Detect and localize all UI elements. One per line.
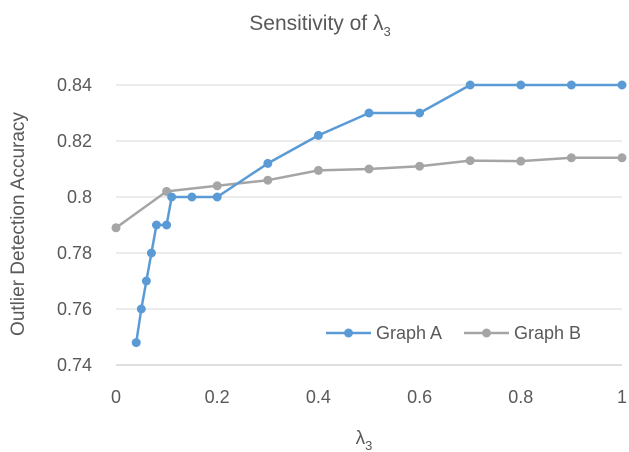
x-tick-label: 0.2 bbox=[205, 387, 230, 407]
x-axis-label: λ3 bbox=[356, 428, 373, 452]
x-tick-label: 0 bbox=[111, 387, 121, 407]
data-point-graph-a bbox=[141, 276, 151, 286]
data-point-graph-b bbox=[263, 175, 273, 185]
legend-swatch-marker bbox=[344, 328, 353, 338]
legend: Graph A Graph B bbox=[326, 323, 581, 343]
legend-label: Graph A bbox=[376, 323, 442, 343]
series-graph-b bbox=[111, 153, 627, 233]
y-axis-label: Outlier Detection Accuracy bbox=[8, 112, 29, 336]
legend-swatch-marker bbox=[482, 328, 491, 338]
x-tick-label: 0.6 bbox=[407, 387, 432, 407]
data-point-graph-a bbox=[167, 192, 177, 202]
series-graph-a bbox=[131, 80, 627, 348]
series-line-graph-a bbox=[135, 83, 622, 343]
series-group bbox=[111, 80, 627, 348]
x-tick-label: 0.4 bbox=[306, 387, 331, 407]
data-point-graph-b bbox=[465, 156, 475, 166]
x-tick-label: 1 bbox=[617, 387, 627, 407]
data-point-graph-b bbox=[617, 153, 627, 163]
data-point-graph-b bbox=[516, 156, 526, 166]
legend-label: Graph B bbox=[514, 323, 581, 343]
data-point-graph-a bbox=[313, 130, 323, 140]
data-point-graph-b bbox=[212, 181, 222, 191]
chart-title-text: Sensitivity of λ bbox=[249, 12, 384, 35]
data-point-graph-a bbox=[617, 80, 627, 90]
data-point-graph-a bbox=[364, 108, 374, 118]
data-point-graph-a bbox=[263, 158, 273, 168]
data-point-graph-a bbox=[465, 80, 475, 90]
y-axis-ticks: 0.74 0.76 0.78 0.8 0.82 0.84 bbox=[57, 75, 92, 375]
data-point-graph-a bbox=[187, 192, 197, 202]
data-point-graph-a bbox=[162, 220, 172, 230]
data-point-graph-a bbox=[566, 80, 576, 90]
data-point-graph-b bbox=[415, 161, 425, 171]
y-tick-label: 0.82 bbox=[57, 131, 92, 151]
x-axis-label-subscript: 3 bbox=[365, 438, 372, 452]
data-point-graph-a bbox=[516, 80, 526, 90]
y-tick-label: 0.84 bbox=[57, 75, 92, 95]
data-point-graph-a bbox=[136, 304, 146, 314]
data-point-graph-b bbox=[111, 223, 121, 233]
chart-title-subscript: 3 bbox=[383, 24, 390, 39]
y-tick-label: 0.78 bbox=[57, 243, 92, 263]
y-tick-label: 0.76 bbox=[57, 299, 92, 319]
x-axis-ticks: 0 0.2 0.4 0.6 0.8 1 bbox=[111, 387, 627, 407]
data-point-graph-a bbox=[146, 248, 156, 258]
data-point-graph-a bbox=[151, 220, 161, 230]
data-point-graph-a bbox=[415, 108, 425, 118]
data-point-graph-b bbox=[566, 153, 576, 163]
y-tick-label: 0.74 bbox=[57, 355, 92, 375]
chart-title: Sensitivity of λ3 bbox=[249, 12, 390, 39]
x-tick-label: 0.8 bbox=[508, 387, 533, 407]
legend-item-graph-b: Graph B bbox=[464, 323, 581, 343]
data-point-graph-a bbox=[212, 192, 222, 202]
data-point-graph-b bbox=[364, 164, 374, 174]
x-axis-label-text: λ bbox=[356, 428, 366, 449]
data-point-graph-a bbox=[131, 338, 141, 348]
y-tick-label: 0.8 bbox=[67, 187, 92, 207]
data-point-graph-b bbox=[313, 165, 323, 175]
legend-item-graph-a: Graph A bbox=[326, 323, 442, 343]
